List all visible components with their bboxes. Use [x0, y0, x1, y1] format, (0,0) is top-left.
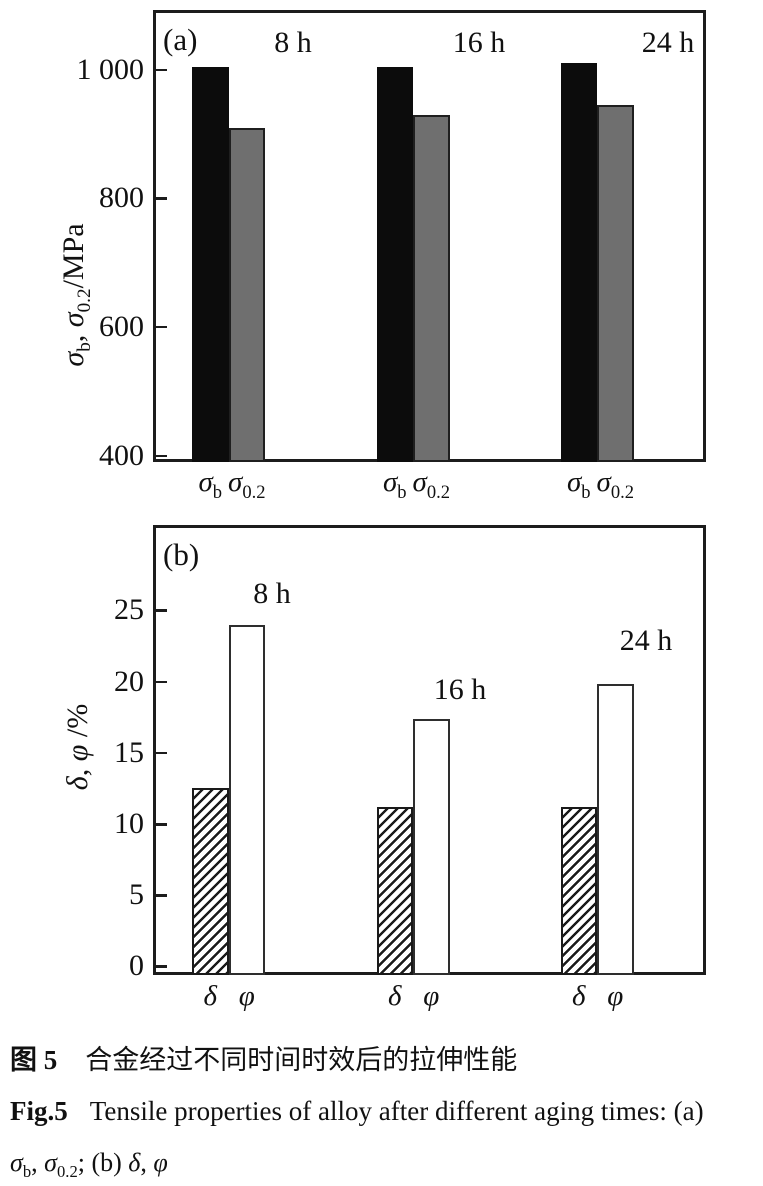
series-symbol: σ	[566, 466, 582, 498]
y-axis-label-b: δ, φ /%	[61, 704, 95, 790]
series-symbol: φ	[607, 980, 624, 1012]
y-tick-mark	[156, 751, 167, 755]
y-tick-mark	[156, 325, 167, 329]
series-symbol: σ	[412, 466, 427, 498]
text-part: σ	[10, 1148, 23, 1177]
y-tick-mark	[156, 823, 167, 826]
x-label-sigma-b-16h: σb	[382, 466, 407, 502]
series-symbol-subscript: b	[212, 481, 223, 503]
series-symbol-subscript: 0.2	[426, 481, 450, 503]
series-symbol: φ	[238, 980, 255, 1012]
aging-time-label-16h: 16 h	[433, 673, 487, 706]
y-tick-label: 25	[114, 593, 144, 627]
y-tick-label: 0	[129, 949, 144, 983]
bar-phi-16h	[413, 718, 450, 975]
text-part: ,	[61, 761, 94, 777]
bar-sigma-b-8h	[192, 66, 229, 462]
y-tick-label: 15	[114, 735, 144, 769]
x-label-delta-8h: δ	[204, 980, 217, 1013]
panel-letter-b: (b)	[163, 537, 200, 572]
series-symbol: σ	[596, 466, 611, 498]
x-label-phi-8h: φ	[239, 980, 255, 1013]
text-part: ,	[140, 1148, 154, 1177]
x-label-delta-16h: δ	[388, 980, 401, 1013]
bar-sigma-0-2-16h	[413, 114, 450, 462]
series-symbol-subscript: 0.2	[242, 481, 266, 503]
y-tick-mark	[156, 680, 167, 684]
text-part: φ	[61, 744, 94, 762]
text-part: δ	[61, 776, 94, 791]
text-part: /MPa	[57, 223, 90, 289]
series-symbol: σ	[198, 466, 213, 498]
text-part: 0.2	[74, 288, 95, 313]
y-tick-label: 800	[99, 181, 144, 215]
bar-sigma-b-24h	[560, 63, 597, 462]
y-tick-label: 5	[129, 878, 144, 912]
y-tick-label: 20	[114, 664, 144, 698]
aging-time-label-8h: 8 h	[274, 26, 312, 59]
y-tick-mark	[156, 454, 167, 458]
caption-zh: 图 5 合金经过不同时间时效后的拉伸性能	[10, 1038, 517, 1077]
text-part: 0.2	[56, 1162, 78, 1182]
bar-delta-8h	[192, 788, 229, 975]
series-symbol: φ	[423, 980, 440, 1012]
x-label-sigma-0-2-16h: σ0.2	[412, 466, 451, 502]
bar-sigma-0-2-24h	[597, 105, 634, 462]
x-label-delta-24h: δ	[572, 980, 585, 1013]
aging-time-label-24h: 24 h	[619, 624, 673, 657]
text-part: ,	[31, 1148, 45, 1177]
x-label-phi-24h: φ	[607, 980, 623, 1013]
text-part: σ	[57, 351, 90, 367]
bar-sigma-b-16h	[376, 66, 413, 462]
caption-symbols: σb, σ0.2; (b) δ, φ	[10, 1148, 168, 1182]
panel-letter-a: (a)	[163, 22, 198, 57]
text-part: b	[74, 342, 95, 352]
text-part: σ	[57, 312, 90, 328]
caption-zh-text: 合金经过不同时间时效后的拉伸性能	[85, 1045, 518, 1075]
bar-delta-24h	[560, 806, 597, 975]
text-part: φ	[153, 1148, 168, 1177]
bar-phi-24h	[597, 684, 634, 975]
x-label-sigma-0-2-24h: σ0.2	[596, 466, 635, 502]
caption-en: Fig.5 Tensile properties of alloy after d…	[10, 1096, 704, 1127]
text-part: ; (b)	[77, 1148, 129, 1177]
y-tick-label: 10	[114, 807, 144, 841]
bar-phi-8h	[228, 624, 265, 975]
y-tick-label: 400	[99, 438, 144, 472]
aging-time-label-16h: 16 h	[452, 26, 506, 59]
y-tick-label: 600	[99, 309, 144, 343]
aging-time-label-24h: 24 h	[641, 26, 695, 59]
y-axis-label-a: σb, σ0.2/MPa	[57, 223, 95, 367]
series-symbol: δ	[572, 980, 586, 1012]
aging-time-label-8h: 8 h	[253, 577, 291, 610]
series-symbol-subscript: b	[397, 481, 407, 503]
caption-zh-label: 图 5	[10, 1045, 58, 1075]
y-tick-mark	[156, 197, 167, 200]
text-part: δ	[128, 1148, 141, 1177]
y-tick-label: 1 000	[76, 52, 145, 86]
text-part: /%	[61, 703, 94, 745]
series-symbol-subscript: b	[581, 481, 591, 503]
y-tick-mark	[156, 68, 167, 72]
series-symbol: δ	[388, 980, 402, 1012]
caption-en-label: Fig.5	[10, 1096, 68, 1126]
x-label-sigma-0-2-8h: σ0.2	[228, 466, 266, 502]
bar-delta-16h	[376, 806, 413, 975]
x-label-sigma-b-8h: σb	[198, 466, 222, 502]
y-tick-mark	[156, 894, 167, 897]
y-tick-mark	[156, 965, 167, 968]
series-symbol-subscript: 0.2	[610, 481, 634, 503]
text-part: b	[22, 1162, 32, 1182]
series-symbol: σ	[382, 466, 398, 498]
y-tick-mark	[156, 609, 167, 612]
bar-sigma-0-2-8h	[228, 127, 265, 462]
text-part: ,	[57, 327, 90, 343]
series-symbol: δ	[203, 980, 217, 1012]
x-label-phi-16h: φ	[423, 980, 439, 1013]
caption-en-text: Tensile properties of alloy after differ…	[89, 1096, 704, 1126]
series-symbol: σ	[228, 466, 243, 498]
x-label-sigma-b-24h: σb	[566, 466, 591, 502]
text-part: σ	[44, 1148, 57, 1177]
